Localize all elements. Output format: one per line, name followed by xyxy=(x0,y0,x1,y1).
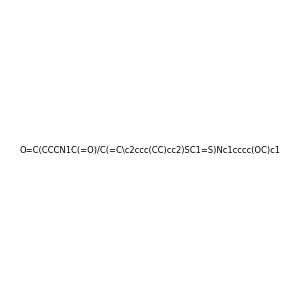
Text: O=C(CCCN1C(=O)/C(=C\c2ccc(CC)cc2)SC1=S)Nc1cccc(OC)c1: O=C(CCCN1C(=O)/C(=C\c2ccc(CC)cc2)SC1=S)N… xyxy=(20,146,281,154)
